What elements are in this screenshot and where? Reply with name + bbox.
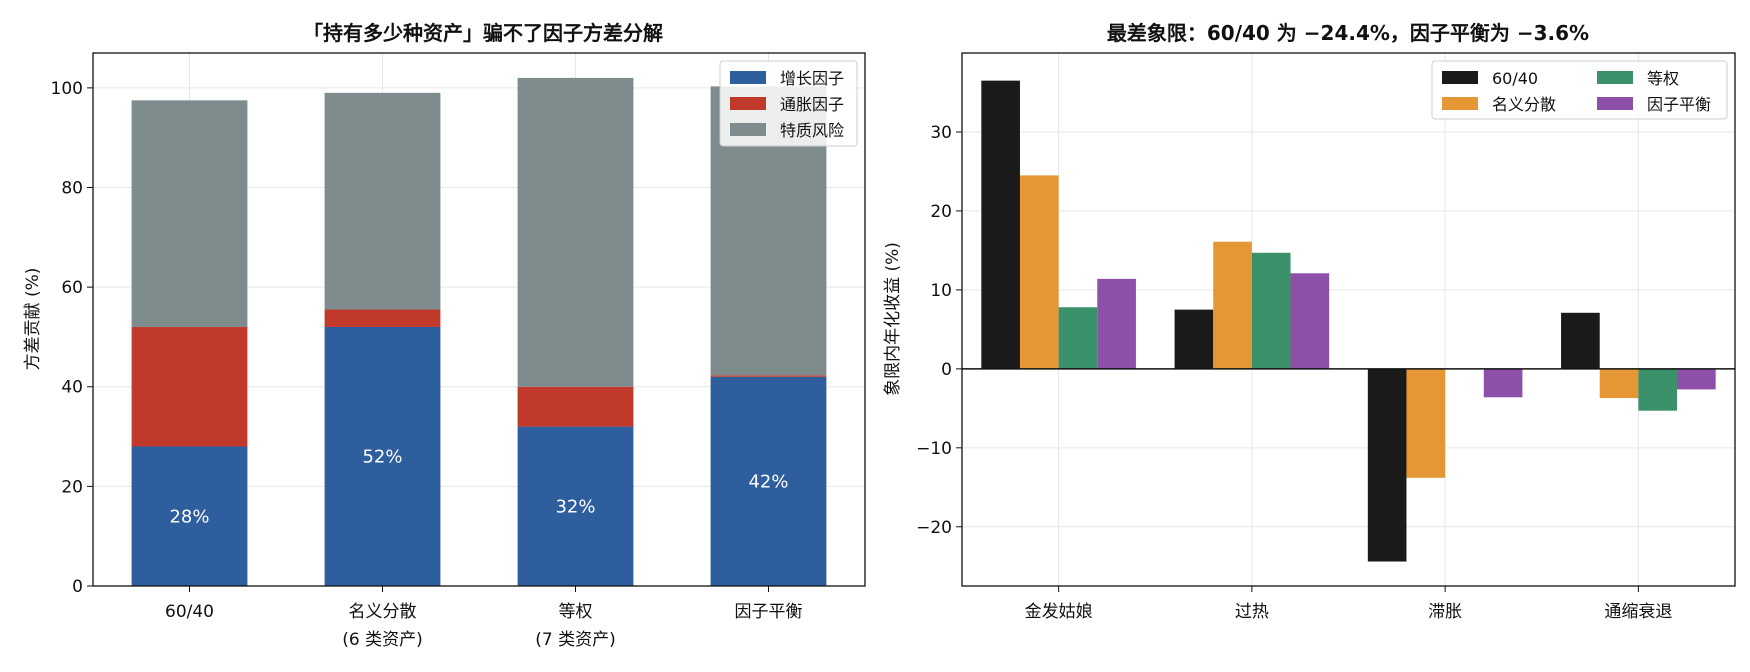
right-legend-label: 60/40: [1492, 69, 1538, 88]
right-bar: [1677, 368, 1716, 390]
left-x-tick-label: 因子平衡: [735, 602, 803, 622]
right-bar: [1483, 368, 1523, 398]
right-bar: [1097, 278, 1136, 369]
left-bar-segment: [710, 375, 827, 377]
left-data-labels: 28% 52% 32% 42%: [169, 446, 788, 527]
right-legend-label: 等权: [1647, 69, 1679, 88]
right-y-ticks: −20 −10 0 10 20 30: [916, 123, 962, 538]
left-x-tick-label: 等权: [559, 602, 593, 622]
left-data-label: 28%: [169, 506, 209, 527]
left-legend-swatch: [730, 71, 766, 84]
left-bar-segment: [131, 326, 248, 447]
left-x-tick-label: 名义分散: [349, 602, 417, 622]
left-y-axis-label: 方差贡献 (%): [23, 268, 43, 371]
right-x-tick-label: 通缩衰退: [1604, 602, 1672, 622]
right-bar: [1638, 368, 1678, 411]
left-legend-swatch: [730, 123, 766, 136]
left-legend-label: 特质风险: [780, 121, 844, 140]
left-y-tick-label: 40: [61, 378, 83, 398]
right-bar: [1174, 309, 1214, 369]
right-legend-swatch: [1597, 97, 1633, 110]
left-bar-segment: [324, 309, 441, 327]
right-bar: [1251, 252, 1291, 369]
right-y-axis-label: 象限内年化收益 (%): [883, 242, 903, 396]
left-y-tick-label: 60: [61, 278, 83, 298]
right-y-tick-label: −10: [916, 439, 952, 459]
right-y-tick-label: 30: [930, 123, 952, 143]
right-legend-label: 名义分散: [1492, 95, 1556, 114]
left-bars: [131, 77, 827, 586]
right-legend-box: [1431, 60, 1728, 120]
right-x-tick-label: 金发姑娘: [1025, 602, 1093, 622]
left-x-tick-label: (7 类资产): [535, 630, 615, 650]
right-bar: [1290, 273, 1330, 369]
left-y-ticks: 0 20 40 60 80 100: [51, 79, 93, 597]
left-legend-swatch: [730, 97, 766, 110]
right-bar: [1058, 307, 1098, 369]
left-bar-segment: [324, 92, 441, 310]
right-x-ticks: 金发姑娘 过热 滞胀 通缩衰退: [1025, 586, 1672, 622]
left-chart-title: 「持有多少种资产」骗不了因子方差分解: [303, 21, 663, 45]
left-chart: 「持有多少种资产」骗不了因子方差分解 28% 52% 32% 42% 0 20 40 60 8…: [23, 21, 866, 650]
left-y-tick-label: 100: [51, 79, 83, 99]
left-data-label: 52%: [362, 446, 402, 467]
left-data-label: 32%: [555, 496, 595, 517]
right-chart: 最差象限：60/40 为 −24.4%，因子平衡为 −3.6% −20 −10 0 1…: [883, 21, 1736, 622]
left-y-tick-label: 20: [61, 477, 83, 497]
left-legend-label: 通胀因子: [780, 95, 844, 114]
right-bar: [1019, 175, 1059, 369]
right-y-tick-label: −20: [916, 518, 952, 538]
left-x-tick-label: (6 类资产): [342, 630, 422, 650]
left-bar-segment: [517, 77, 634, 387]
left-bar-segment: [131, 100, 248, 327]
right-x-tick-label: 过热: [1235, 602, 1269, 622]
right-legend-swatch: [1597, 71, 1633, 84]
left-y-tick-label: 80: [61, 178, 83, 198]
left-x-tick-label: 60/40: [165, 602, 214, 622]
left-y-tick-label: 0: [72, 577, 83, 597]
right-legend-swatch: [1442, 71, 1478, 84]
right-bars: [981, 80, 1716, 562]
right-bar: [1367, 368, 1407, 562]
right-bar: [981, 80, 1020, 369]
right-bar: [1406, 368, 1446, 478]
right-y-tick-label: 10: [930, 281, 952, 301]
left-x-ticks: 60/40 名义分散 (6 类资产) 等权 (7 类资产) 因子平衡: [165, 586, 803, 650]
left-bar-segment: [517, 426, 634, 586]
left-bar-segment: [324, 326, 441, 586]
right-bar: [1561, 312, 1600, 369]
right-chart-title: 最差象限：60/40 为 −24.4%，因子平衡为 −3.6%: [1107, 21, 1589, 45]
left-data-label: 42%: [748, 471, 788, 492]
right-bar: [1213, 241, 1252, 369]
left-bar-segment: [710, 376, 827, 586]
right-y-tick-label: 0: [941, 360, 952, 380]
left-legend-label: 增长因子: [780, 69, 844, 88]
right-bar: [1599, 368, 1639, 399]
left-plot-frame: [92, 52, 866, 587]
right-x-tick-label: 滞胀: [1428, 602, 1462, 622]
right-legend-label: 因子平衡: [1647, 95, 1711, 114]
right-y-tick-label: 20: [930, 202, 952, 222]
right-legend-swatch: [1442, 97, 1478, 110]
left-bar-segment: [517, 386, 634, 427]
left-bar-segment: [131, 446, 248, 586]
right-plot-frame: [961, 52, 1736, 587]
